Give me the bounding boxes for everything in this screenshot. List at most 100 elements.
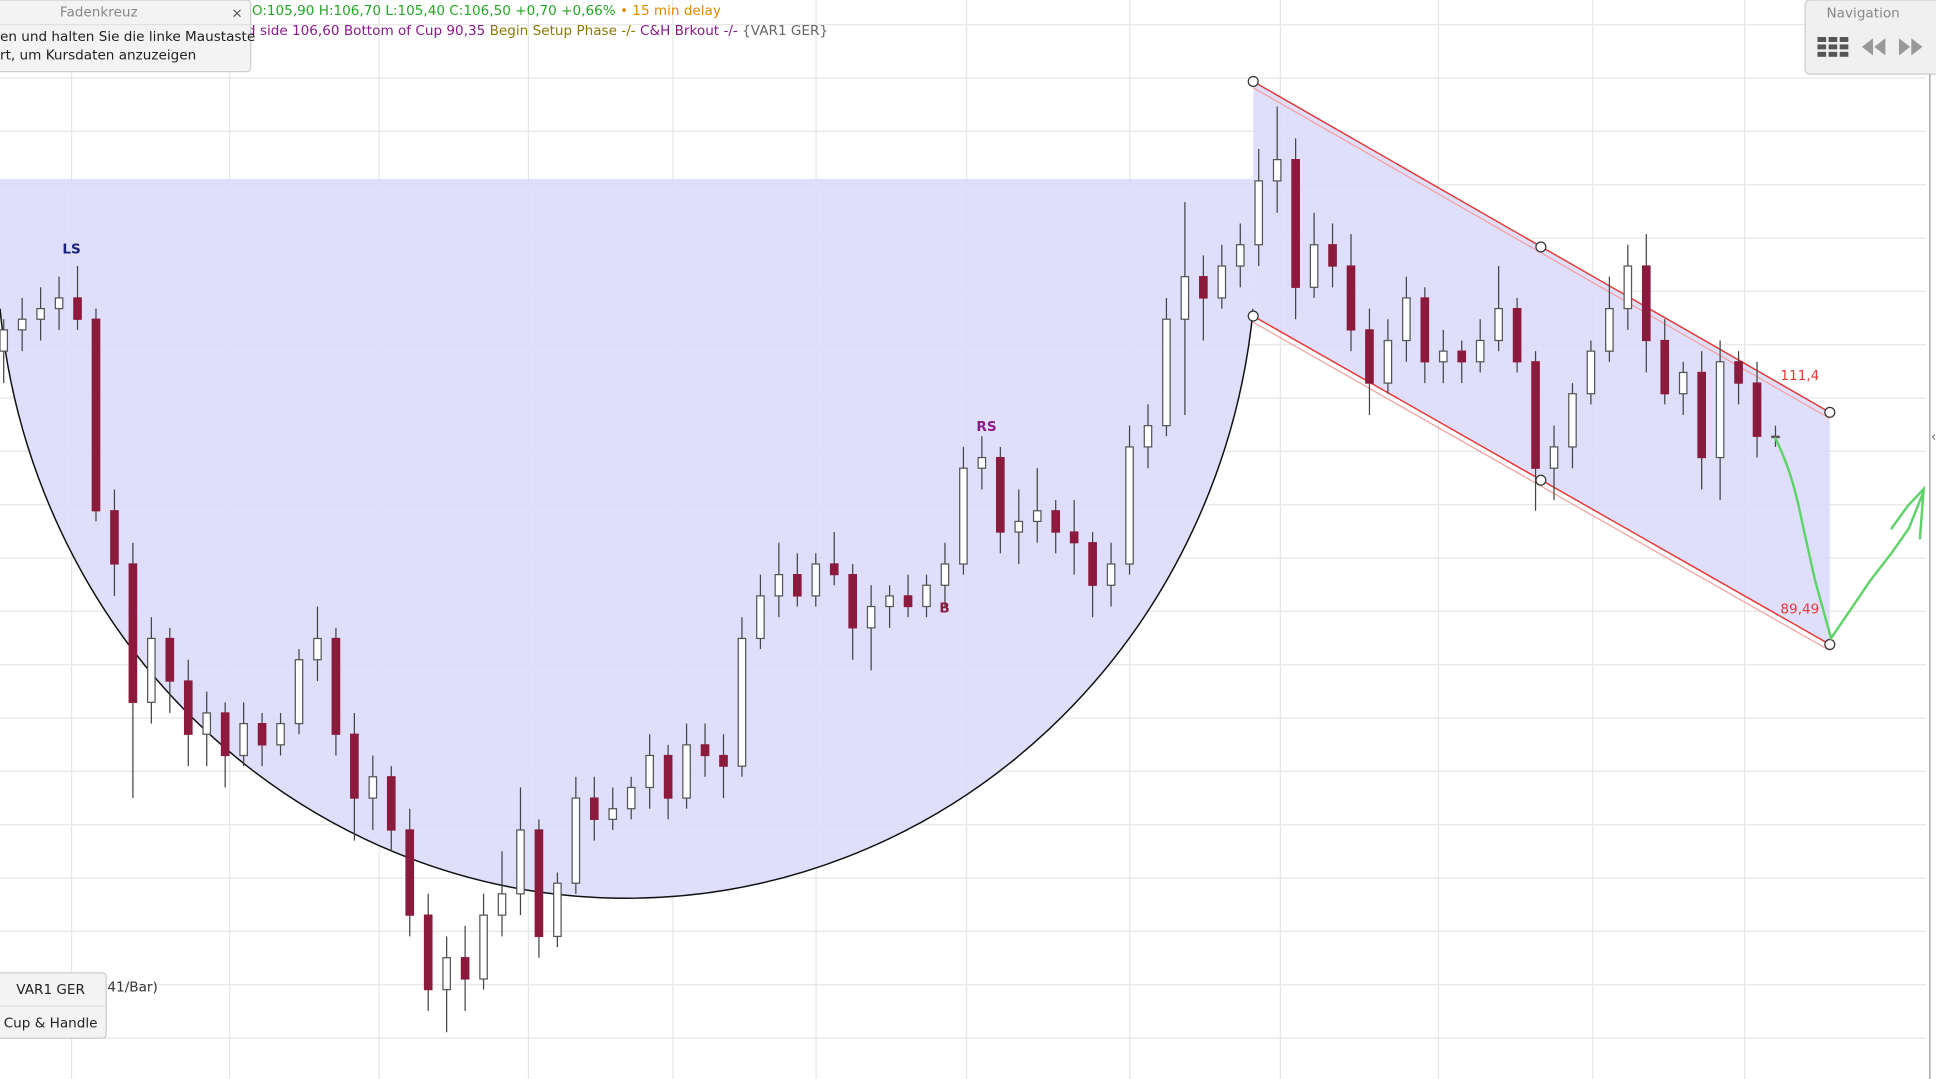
candle-body [1383, 339, 1393, 384]
candle-body [1402, 297, 1411, 342]
candle-body [276, 722, 285, 746]
candle-body [1605, 307, 1614, 352]
candle-body [1752, 382, 1762, 437]
candle-body [1125, 446, 1134, 565]
annotation: B [939, 601, 949, 617]
rewind-icon[interactable] [1860, 38, 1886, 56]
candle-body [36, 307, 45, 320]
handle[interactable] [1824, 638, 1836, 650]
study-value: Bottom of Cup 90,35 [344, 23, 485, 39]
candle-body [165, 637, 175, 682]
candle-body [1051, 510, 1061, 533]
candle-body [608, 808, 618, 820]
projection-drawing [1774, 437, 1926, 642]
candle-body [1254, 180, 1264, 246]
candle-body [1217, 265, 1227, 299]
candle-body [1088, 542, 1097, 586]
candle-body [1328, 244, 1337, 267]
candle-body [1162, 318, 1171, 427]
handle[interactable] [1535, 241, 1547, 253]
candle-body [1032, 510, 1042, 523]
candle-body [294, 659, 304, 725]
candle-body [0, 329, 9, 352]
candle-body [1531, 361, 1540, 469]
candle-body [202, 712, 212, 735]
navigation-title: Navigation [1827, 6, 1900, 22]
candle-body [1623, 265, 1633, 310]
tooltip: Fadenkreuz × en und halten Sie die linke… [0, 0, 255, 73]
candle-body [829, 563, 839, 576]
tooltip-box [0, 0, 252, 73]
tooltip-close[interactable]: × [231, 6, 242, 22]
candle-body [1014, 520, 1024, 533]
candle-body [719, 754, 728, 767]
candle-body [1715, 361, 1725, 459]
candle-body [128, 563, 138, 703]
candle-body [350, 733, 359, 799]
handle[interactable] [1247, 310, 1259, 322]
symbol: VAR1 GER [16, 982, 85, 998]
candle-body [1199, 276, 1208, 299]
candle-body [183, 680, 193, 735]
candle-body [737, 637, 747, 767]
candle-body [405, 829, 415, 916]
candle-body [1475, 339, 1485, 363]
candle-body [848, 573, 858, 629]
candles [0, 106, 1780, 1033]
candle-body [239, 722, 248, 757]
candle-body [331, 637, 341, 735]
candle-body [442, 957, 451, 991]
candle-body [1586, 350, 1596, 395]
tooltip-text: en und halten Sie die linke Maustaste [0, 29, 255, 45]
candle-body [479, 914, 488, 980]
channel-area [1253, 81, 1830, 645]
grid-icon[interactable] [1817, 37, 1849, 57]
candle-body [1309, 244, 1319, 288]
candle-body [959, 467, 968, 565]
legend-box: VAR1 GER Cup & Handle 41/Bar) [0, 972, 158, 1039]
candle-body [626, 786, 636, 810]
candle-body [940, 563, 950, 586]
channel-lower-band [1252, 321, 1831, 652]
candle-body [147, 637, 156, 703]
cup-arc [0, 308, 1254, 899]
candle-body [516, 829, 525, 895]
candle-body [1069, 531, 1079, 544]
delay: • 15 min delay [620, 3, 721, 19]
candle-body [1512, 307, 1522, 363]
candle-body [553, 882, 562, 938]
handle[interactable] [1824, 406, 1836, 418]
candle-body [313, 637, 322, 661]
candle-body [73, 297, 82, 320]
candle-body [1568, 393, 1577, 448]
study-value: C&H Brkout -/- [640, 23, 738, 39]
candle-body [885, 595, 894, 608]
study-value: Begin Setup Phase -/- [490, 23, 636, 39]
candle-body [91, 318, 101, 512]
candle-body [1180, 276, 1190, 320]
tooltip-title: Fadenkreuz [60, 4, 138, 20]
candle-body [1235, 244, 1245, 267]
candle-body [220, 712, 230, 757]
candle-body [996, 456, 1005, 533]
navigation: Navigation [1804, 0, 1936, 75]
handle[interactable] [1247, 75, 1259, 88]
study-name: Cup & Handle [4, 1015, 98, 1031]
candle-body [1734, 361, 1743, 384]
channel-handles [1247, 75, 1836, 650]
candle-body [682, 744, 691, 799]
quote: O:105,90 H:106,70 L:105,40 C:106,50 +0,7… [252, 3, 616, 19]
cup-area [0, 179, 1254, 899]
candle-body [903, 595, 913, 608]
candle-body [1106, 563, 1116, 586]
candle-body [17, 318, 27, 331]
channel-label: 111,4 [1780, 368, 1819, 384]
candle-body [645, 754, 654, 789]
candle-body [460, 957, 470, 980]
candle-body [1641, 265, 1651, 342]
collapse-arrow[interactable]: ‹ [1931, 429, 1936, 445]
forward-icon[interactable] [1898, 38, 1923, 56]
handle[interactable] [1535, 474, 1547, 486]
candle-body [54, 297, 64, 310]
candle-body [922, 584, 931, 608]
